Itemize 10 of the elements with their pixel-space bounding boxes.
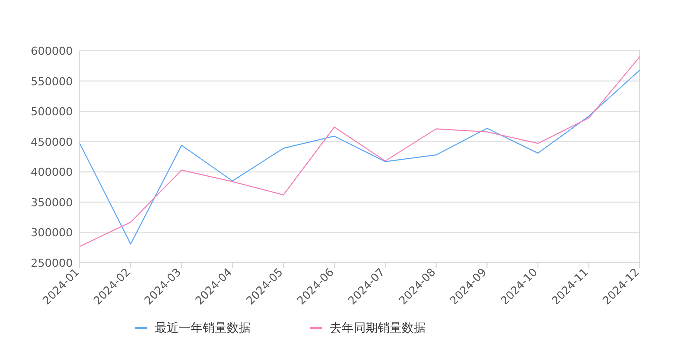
y-tick-label: 400000 <box>31 166 73 180</box>
y-tick-label: 600000 <box>31 45 73 58</box>
y-tick-label: 300000 <box>31 226 73 240</box>
y-tick-label: 350000 <box>31 196 73 210</box>
y-tick-label: 550000 <box>31 75 73 88</box>
legend-label: 最近一年销量数据 <box>155 321 251 335</box>
y-tick-label: 450000 <box>31 136 73 149</box>
legend-label: 去年同期销量数据 <box>330 321 426 335</box>
y-tick-label: 500000 <box>31 106 73 119</box>
y-tick-label: 250000 <box>31 257 73 270</box>
